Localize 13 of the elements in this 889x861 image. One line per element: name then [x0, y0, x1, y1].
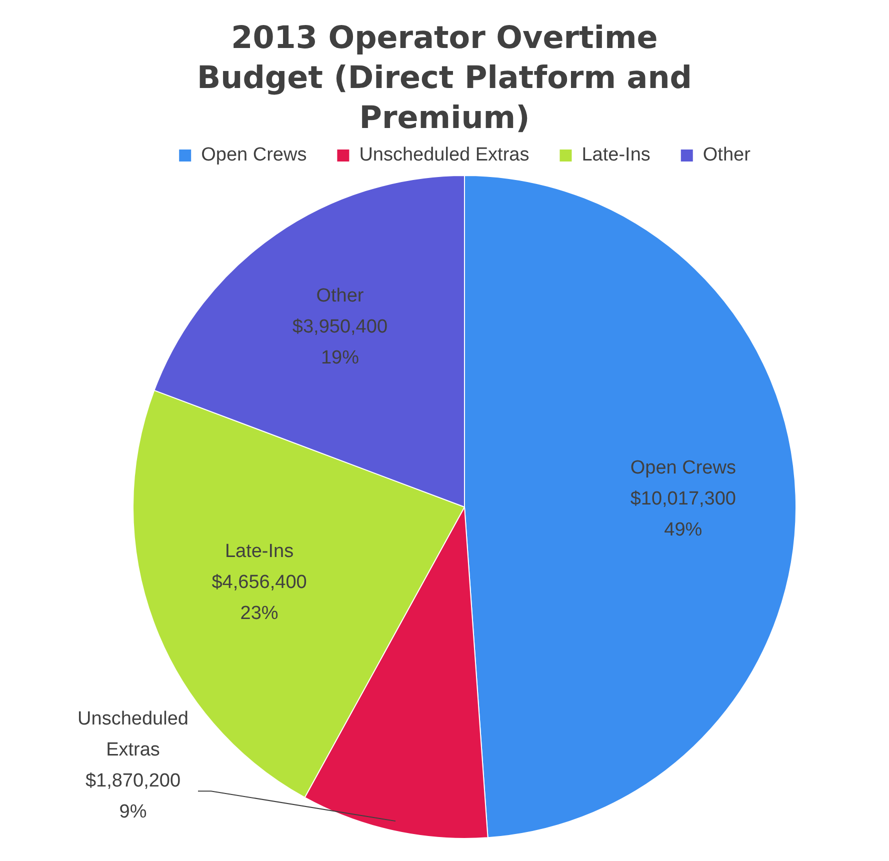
- slice-label: Late-Ins: [224, 541, 294, 562]
- legend-label: Unscheduled Extras: [359, 144, 530, 166]
- slice-label: Other: [316, 285, 364, 306]
- data-label: $4,656,400 23%: [212, 572, 307, 624]
- slice-label: Unscheduled Extras: [78, 708, 188, 760]
- data-label: $1,870,200 9%: [85, 770, 181, 822]
- slice-label: Open Crews: [630, 458, 736, 479]
- data-label: $3,950,400 19%: [292, 316, 388, 368]
- legend-label: Late-Ins: [582, 144, 650, 166]
- chart-title: 2013 Operator Overtime Budget (Direct Platform and Premium): [196, 19, 693, 136]
- data-label: $10,017,300 49%: [630, 488, 736, 541]
- legend-label: Open Crews: [201, 144, 307, 166]
- legend-label: Other: [702, 144, 752, 166]
